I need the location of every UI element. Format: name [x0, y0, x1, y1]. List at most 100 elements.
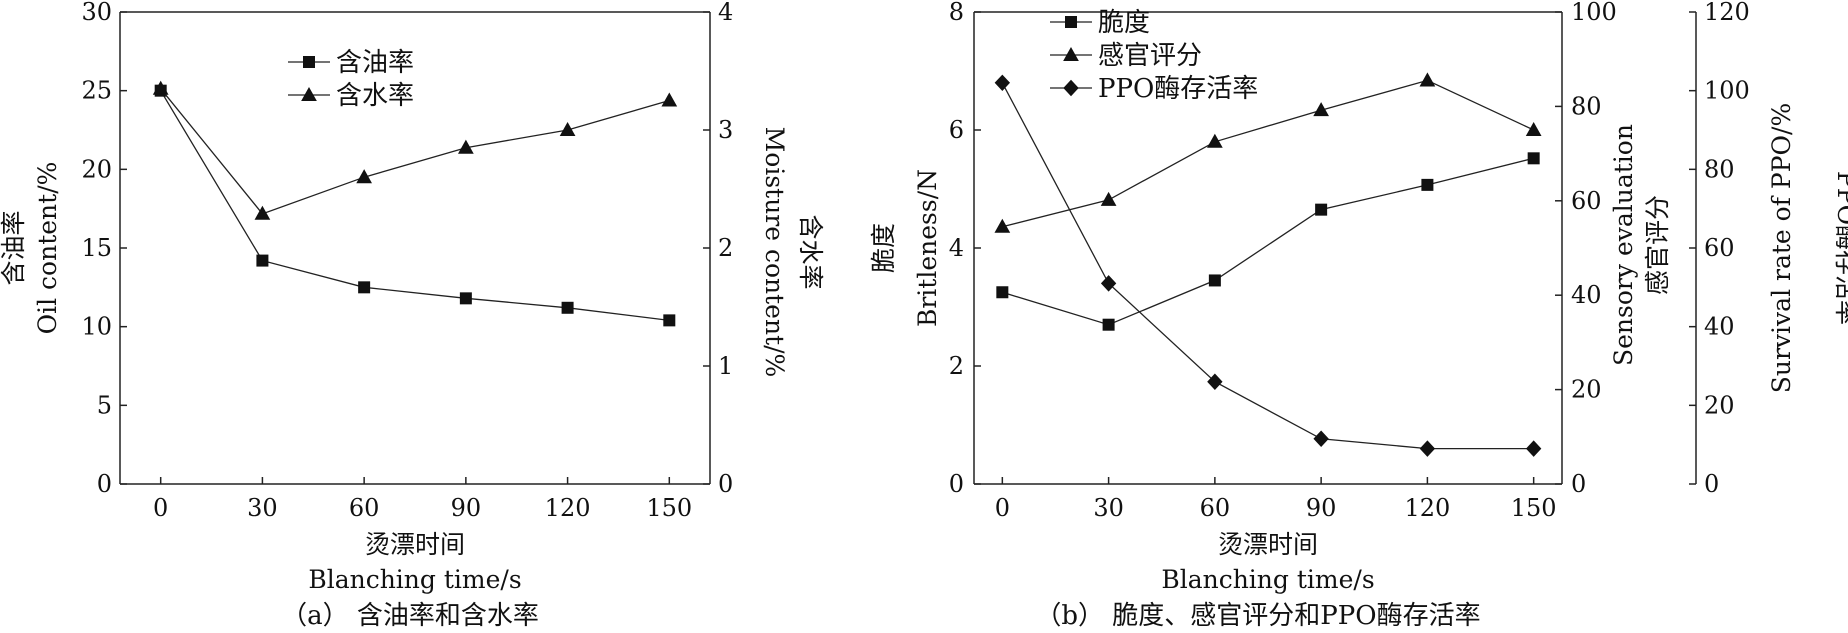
- y-axis-title-en-right2: Survival rate of PPO/%: [1767, 103, 1796, 393]
- data-point-triangle: [152, 80, 169, 95]
- data-point-triangle: [1100, 191, 1117, 206]
- y-tick-label-right1: 80: [1571, 92, 1602, 120]
- y-tick-label-right2: 80: [1704, 155, 1735, 183]
- data-point-triangle: [994, 218, 1011, 233]
- data-point-diamond: [1313, 430, 1329, 447]
- y-axis-title-cn-right2: PPO酶存活率: [1832, 171, 1848, 325]
- legend-marker-square: [1065, 16, 1077, 28]
- series-line-square: [160, 90, 670, 322]
- data-point-diamond: [1525, 440, 1542, 457]
- data-point-square: [1208, 274, 1221, 287]
- y-tick-label-left: 4: [949, 234, 964, 262]
- y-tick-label-right: 4: [718, 0, 733, 26]
- y-tick-label-right: 3: [718, 116, 733, 144]
- data-point-triangle: [1313, 102, 1329, 117]
- data-point-square: [1527, 152, 1540, 165]
- x-tick-label: 90: [1306, 494, 1337, 522]
- y-tick-label-right2: 100: [1704, 77, 1750, 105]
- data-point-triangle: [254, 205, 271, 220]
- legend-marker-diamond: [1063, 79, 1079, 97]
- y-axis-title-cn-right1: 感官评分: [1643, 195, 1672, 295]
- data-point-triangle: [661, 92, 678, 107]
- x-tick-label: 60: [1200, 494, 1231, 522]
- y-tick-label-right1: 40: [1571, 281, 1602, 309]
- data-point-square: [459, 292, 472, 305]
- data-point-triangle: [1525, 121, 1542, 136]
- x-tick-label: 120: [545, 494, 591, 522]
- data-point-square: [1102, 318, 1115, 331]
- data-point-diamond: [1207, 373, 1223, 390]
- y-axis-title-cn-right: 含水率: [796, 214, 825, 289]
- x-tick-label: 0: [995, 494, 1010, 522]
- data-point-triangle: [1207, 133, 1223, 148]
- y-tick-label-left: 8: [949, 0, 964, 26]
- data-point-diamond: [994, 74, 1011, 92]
- data-point-diamond: [1100, 275, 1117, 292]
- y-tick-label-right2: 40: [1704, 313, 1735, 341]
- x-tick-label: 60: [349, 494, 380, 522]
- y-axis-title-cn-left: 脆度: [869, 223, 898, 273]
- x-axis-title-cn: 烫漂时间: [1218, 530, 1318, 559]
- y-tick-label-right2: 0: [1704, 470, 1719, 498]
- x-axis-title-en: Blanching time/s: [1161, 565, 1374, 594]
- x-tick-label: 120: [1404, 494, 1450, 522]
- data-point-triangle: [559, 121, 576, 136]
- y-tick-label-right1: 100: [1571, 0, 1617, 26]
- x-tick-label: 0: [153, 494, 168, 522]
- series-line-diamond: [1001, 82, 1534, 450]
- data-point-triangle: [356, 169, 372, 184]
- y-tick-label-left: 10: [81, 313, 112, 341]
- data-point-square: [1421, 178, 1434, 191]
- panel-caption: （b） 脆度、感官评分和PPO酶存活率: [1035, 601, 1480, 631]
- data-point-square: [663, 314, 676, 327]
- legend-marker-triangle: [301, 86, 317, 101]
- y-tick-label-right2: 60: [1704, 234, 1735, 262]
- y-axis-title-en-right1: Sensory evaluation: [1609, 124, 1638, 366]
- series-line-triangle: [160, 88, 670, 215]
- y-axis-title-en-right: Moisture content/%: [760, 127, 789, 378]
- y-axis-title-cn-left: 含油率: [0, 210, 28, 285]
- y-tick-label-right2: 120: [1704, 0, 1750, 26]
- data-point-square: [561, 301, 574, 314]
- legend-label: PPO酶存活率: [1098, 74, 1258, 104]
- legend-marker-triangle: [1063, 46, 1079, 61]
- y-tick-label-left: 30: [81, 0, 112, 26]
- legend-label: 感官评分: [1098, 41, 1202, 71]
- y-tick-label-right: 0: [718, 470, 733, 498]
- data-point-square: [358, 281, 371, 294]
- x-tick-label: 150: [1511, 494, 1557, 522]
- legend-label: 含水率: [336, 81, 414, 111]
- y-axis-title-en-left: Oil content/%: [33, 162, 62, 335]
- y-tick-label-right: 2: [718, 234, 733, 262]
- y-tick-label-left: 20: [81, 155, 112, 183]
- y-tick-label-right1: 0: [1571, 470, 1586, 498]
- y-tick-label-left: 5: [97, 391, 112, 419]
- data-point-triangle: [1419, 72, 1436, 87]
- x-axis-title-en: Blanching time/s: [308, 565, 521, 594]
- series-line-triangle: [1002, 79, 1534, 228]
- data-point-square: [256, 254, 269, 267]
- y-tick-label-left: 25: [81, 77, 112, 105]
- y-tick-label-right2: 20: [1704, 391, 1735, 419]
- y-tick-label-left: 0: [949, 470, 964, 498]
- data-point-triangle: [458, 139, 474, 154]
- legend-marker-square: [303, 56, 315, 68]
- data-point-square: [996, 286, 1009, 299]
- data-point-diamond: [1419, 440, 1436, 457]
- x-tick-label: 150: [646, 494, 692, 522]
- y-axis-title-en-left: Britleness/N: [913, 169, 942, 327]
- y-tick-label-left: 0: [97, 470, 112, 498]
- x-tick-label: 30: [247, 494, 278, 522]
- y-tick-label-right1: 20: [1571, 376, 1602, 404]
- x-tick-label: 30: [1093, 494, 1124, 522]
- y-tick-label-left: 15: [81, 234, 112, 262]
- y-tick-label-right: 1: [718, 352, 733, 380]
- y-tick-label-right1: 60: [1571, 187, 1602, 215]
- panel-caption: （a） 含油率和含水率: [281, 601, 539, 631]
- legend-label: 脆度: [1098, 8, 1150, 38]
- series-line-square: [1002, 157, 1534, 326]
- y-tick-label-left: 2: [949, 352, 964, 380]
- x-axis-title-cn: 烫漂时间: [365, 530, 465, 559]
- y-tick-label-left: 6: [949, 116, 964, 144]
